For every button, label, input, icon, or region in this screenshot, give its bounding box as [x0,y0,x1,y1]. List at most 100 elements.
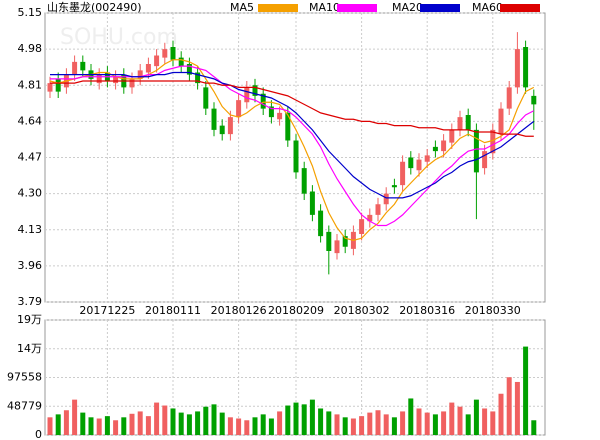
volume-bar [408,398,414,435]
volume-bar [178,412,184,435]
candle-body [367,214,373,222]
candle-body [47,83,53,92]
volume-bar [80,412,86,435]
volume-bar [252,417,258,435]
volume-bar [391,417,397,435]
candle-body [400,161,406,186]
volume-bar [203,406,209,435]
legend-label: MA60 [472,1,503,14]
volume-bar [88,417,94,435]
y-tick-label: 5.15 [18,6,43,19]
y-tick-label: 3.96 [18,259,43,272]
candle-body [186,64,192,75]
volume-bar [523,346,529,435]
volume-bar [326,411,332,435]
candle-body [137,70,143,79]
candle-body [342,236,348,247]
candle-body [129,78,135,88]
legend-label: MA10 [309,1,340,14]
chart-title: 山东墨龙(002490) [47,1,142,14]
y-tick-label: 4.13 [18,223,43,236]
candle-body [391,185,397,188]
candle-body [375,204,381,215]
volume-bar [219,412,225,435]
candle-body [170,47,176,60]
candle-body [268,106,274,118]
volume-bar [498,393,504,435]
candle-body [326,231,332,251]
x-tick-label: 20180330 [465,304,521,317]
y-tick-label: 4.30 [18,187,43,200]
volume-bar [441,411,447,435]
legend-swatch [420,4,460,12]
legend-swatch [500,4,540,12]
volume-bar [63,410,69,435]
candle-body [441,140,447,152]
x-tick-label: 20180209 [268,304,324,317]
candle-body [219,125,225,135]
candle-body [514,49,520,88]
volume-bar [424,412,430,435]
candle-body [252,85,258,96]
volume-bar [309,399,315,435]
volume-bar [375,410,381,435]
candle-body [178,57,184,67]
volume-bar [342,417,348,435]
volume-bar [227,417,233,435]
candle-body [277,112,283,120]
volume-bar [490,411,496,435]
candle-body [260,93,266,109]
volume-bar [359,416,365,435]
ma-line [49,59,535,241]
y-tick-label: 4.81 [18,78,43,91]
x-tick-label: 20180111 [145,304,201,317]
x-tick-label: 20180302 [334,304,390,317]
candle-body [211,108,217,130]
candle-body [506,87,512,109]
volume-bar [145,416,151,435]
candle-body [408,157,414,169]
volume-bar [482,408,488,435]
volume-bar [416,408,422,435]
candle-body [490,129,496,154]
volume-bar [293,402,299,435]
legend-label: MA20 [392,1,423,14]
candle-body [523,47,529,88]
volume-bar [195,411,201,435]
volume-bar [400,411,406,435]
volume-bar [514,381,520,435]
candle-body [203,87,209,109]
volume-bar [55,414,61,435]
volume-bar [473,399,479,435]
candle-body [457,117,463,130]
ma-line [50,65,535,227]
volume-bar [244,420,250,435]
candle-body [334,240,340,254]
candle-body [244,87,250,103]
candle-body [227,117,233,135]
y-tick-label: 3.79 [18,295,43,308]
candle-body [309,191,315,215]
volume-bar [367,412,373,435]
candle-body [55,78,61,92]
candle-body [195,72,201,84]
candle-body [531,95,537,105]
volume-bar [47,417,53,435]
legend-label: MA5 [230,1,254,14]
y-tick-label: 4.47 [18,151,43,164]
volume-bar [96,418,102,435]
volume-bar [170,408,176,435]
candle-body [473,129,479,173]
volume-bar [334,414,340,435]
volume-bar [162,405,168,435]
candle-body [432,146,438,152]
candle-body [449,129,455,143]
volume-bar [104,416,110,435]
volume-bar [457,406,463,435]
candle-body [96,74,102,84]
x-tick-label: 20171225 [79,304,135,317]
watermark: SOHU.com [60,25,178,50]
candle-body [145,64,151,73]
legend-swatch [258,4,298,12]
